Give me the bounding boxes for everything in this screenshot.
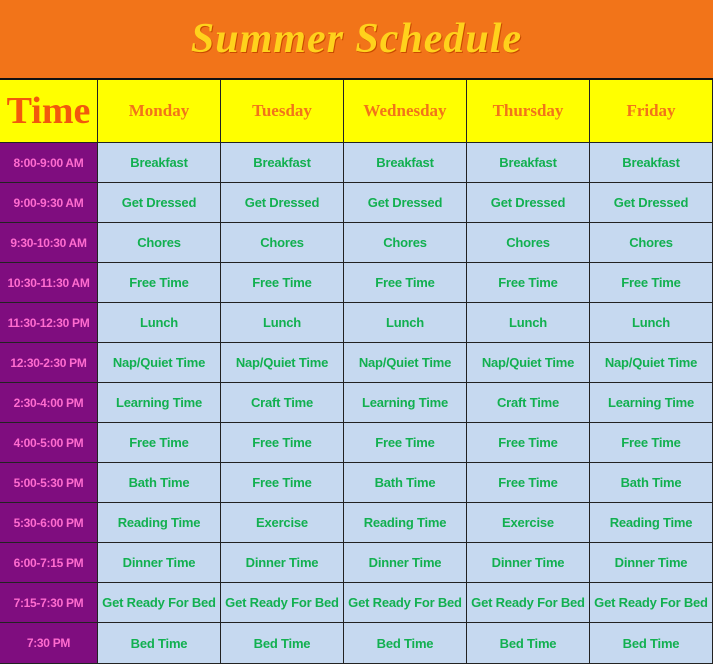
day-header: Wednesday <box>344 80 467 143</box>
activity: Lunch <box>98 303 221 343</box>
activity: Bed Time <box>221 623 344 664</box>
activity: Breakfast <box>590 143 713 183</box>
activity: Free Time <box>467 263 590 303</box>
time-slot: 10:30-11:30 AM <box>0 263 98 303</box>
activity: Breakfast <box>98 143 221 183</box>
activity: Free Time <box>467 463 590 503</box>
activity: Learning Time <box>98 383 221 423</box>
activity: Bath Time <box>590 463 713 503</box>
activity: Free Time <box>590 263 713 303</box>
activity: Bath Time <box>344 463 467 503</box>
time-slot: 5:30-6:00 PM <box>0 503 98 543</box>
activity: Craft Time <box>467 383 590 423</box>
activity: Exercise <box>221 503 344 543</box>
time-slot: 11:30-12:30 PM <box>0 303 98 343</box>
activity: Get Dressed <box>590 183 713 223</box>
activity: Free Time <box>221 263 344 303</box>
activity: Breakfast <box>344 143 467 183</box>
activity: Chores <box>344 223 467 263</box>
activity: Craft Time <box>221 383 344 423</box>
activity: Free Time <box>98 263 221 303</box>
time-slot: 9:00-9:30 AM <box>0 183 98 223</box>
activity: Nap/Quiet Time <box>344 343 467 383</box>
activity: Get Dressed <box>221 183 344 223</box>
activity: Free Time <box>98 423 221 463</box>
activity: Breakfast <box>221 143 344 183</box>
activity: Reading Time <box>98 503 221 543</box>
time-slot: 4:00-5:00 PM <box>0 423 98 463</box>
activity: Get Ready For Bed <box>467 583 590 623</box>
activity: Learning Time <box>344 383 467 423</box>
time-slot: 9:30-10:30 AM <box>0 223 98 263</box>
activity: Get Ready For Bed <box>344 583 467 623</box>
activity: Bath Time <box>98 463 221 503</box>
activity: Breakfast <box>467 143 590 183</box>
activity: Bed Time <box>467 623 590 664</box>
day-header: Friday <box>590 80 713 143</box>
activity: Reading Time <box>344 503 467 543</box>
activity: Free Time <box>590 423 713 463</box>
day-header: Thursday <box>467 80 590 143</box>
activity: Exercise <box>467 503 590 543</box>
activity: Bed Time <box>98 623 221 664</box>
title: Summer Schedule <box>0 0 713 80</box>
time-slot: 7:30 PM <box>0 623 98 664</box>
activity: Chores <box>590 223 713 263</box>
activity: Free Time <box>344 263 467 303</box>
activity: Dinner Time <box>98 543 221 583</box>
time-slot: 12:30-2:30 PM <box>0 343 98 383</box>
day-header: Monday <box>98 80 221 143</box>
activity: Dinner Time <box>590 543 713 583</box>
time-slot: 7:15-7:30 PM <box>0 583 98 623</box>
activity: Free Time <box>221 423 344 463</box>
activity: Learning Time <box>590 383 713 423</box>
activity: Get Ready For Bed <box>590 583 713 623</box>
activity: Chores <box>98 223 221 263</box>
activity: Bed Time <box>590 623 713 664</box>
activity: Lunch <box>221 303 344 343</box>
activity: Dinner Time <box>467 543 590 583</box>
activity: Get Dressed <box>98 183 221 223</box>
activity: Nap/Quiet Time <box>467 343 590 383</box>
activity: Dinner Time <box>221 543 344 583</box>
activity: Free Time <box>221 463 344 503</box>
activity: Reading Time <box>590 503 713 543</box>
time-slot: 5:00-5:30 PM <box>0 463 98 503</box>
activity: Bed Time <box>344 623 467 664</box>
time-slot: 6:00-7:15 PM <box>0 543 98 583</box>
activity: Get Dressed <box>467 183 590 223</box>
activity: Free Time <box>344 423 467 463</box>
time-header: Time <box>0 80 98 143</box>
activity: Free Time <box>467 423 590 463</box>
day-header: Tuesday <box>221 80 344 143</box>
activity: Nap/Quiet Time <box>98 343 221 383</box>
activity: Lunch <box>590 303 713 343</box>
activity: Get Dressed <box>344 183 467 223</box>
activity: Dinner Time <box>344 543 467 583</box>
activity: Nap/Quiet Time <box>221 343 344 383</box>
time-slot: 8:00-9:00 AM <box>0 143 98 183</box>
activity: Get Ready For Bed <box>98 583 221 623</box>
activity: Lunch <box>467 303 590 343</box>
activity: Lunch <box>344 303 467 343</box>
activity: Get Ready For Bed <box>221 583 344 623</box>
time-slot: 2:30-4:00 PM <box>0 383 98 423</box>
activity: Chores <box>467 223 590 263</box>
activity: Nap/Quiet Time <box>590 343 713 383</box>
activity: Chores <box>221 223 344 263</box>
